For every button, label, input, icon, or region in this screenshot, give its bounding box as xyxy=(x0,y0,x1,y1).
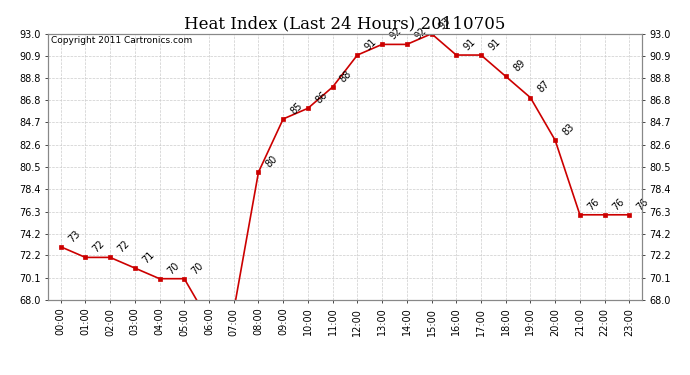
Text: 85: 85 xyxy=(288,100,304,116)
Text: 92: 92 xyxy=(388,26,404,42)
Text: 80: 80 xyxy=(264,154,279,170)
Text: 86: 86 xyxy=(313,90,329,105)
Text: 73: 73 xyxy=(66,228,82,244)
Text: Copyright 2011 Cartronics.com: Copyright 2011 Cartronics.com xyxy=(51,36,193,45)
Text: 92: 92 xyxy=(413,26,428,42)
Text: 89: 89 xyxy=(511,58,527,74)
Text: 87: 87 xyxy=(536,79,552,95)
Text: 91: 91 xyxy=(462,36,477,52)
Text: 76: 76 xyxy=(610,196,626,212)
Text: 91: 91 xyxy=(363,36,379,52)
Text: 70: 70 xyxy=(190,260,206,276)
Text: 72: 72 xyxy=(91,239,107,255)
Text: 76: 76 xyxy=(635,196,651,212)
Text: 83: 83 xyxy=(561,122,576,138)
Text: 88: 88 xyxy=(338,69,354,84)
Text: 72: 72 xyxy=(116,239,132,255)
Text: 71: 71 xyxy=(140,249,156,265)
Text: 76: 76 xyxy=(585,196,601,212)
Text: 91: 91 xyxy=(486,36,502,52)
Text: 93: 93 xyxy=(437,15,453,31)
Text: 70: 70 xyxy=(165,260,181,276)
Title: Heat Index (Last 24 Hours) 20110705: Heat Index (Last 24 Hours) 20110705 xyxy=(184,15,506,32)
Text: 67: 67 xyxy=(0,374,1,375)
Text: 66: 66 xyxy=(0,374,1,375)
